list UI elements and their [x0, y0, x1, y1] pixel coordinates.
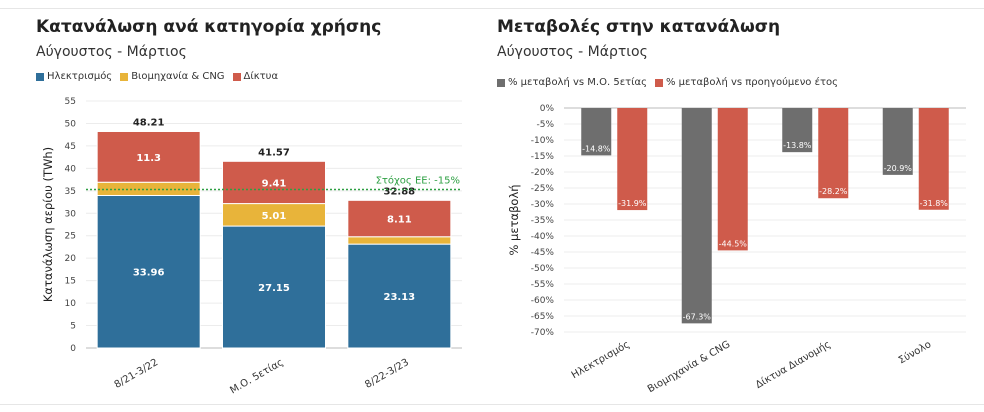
bar-value-label: -13.8%: [783, 141, 812, 150]
right-chart-title: Μεταβολές στην κατανάλωση: [497, 17, 781, 37]
bar-value-label: -20.9%: [884, 164, 913, 173]
y-tick-label: -55%: [531, 280, 555, 290]
right-chart-subtitle: Αύγουστος - Μάρτιος: [497, 44, 648, 60]
segment-value-label: 9.41: [262, 178, 287, 189]
y-tick-label: 35: [65, 187, 76, 197]
legend-swatch: [36, 72, 44, 81]
bar-value-label: -14.8%: [582, 144, 611, 153]
y-tick-label: -20%: [531, 168, 555, 178]
target-reference-label: Στόχος ΕΕ: -15%: [376, 174, 460, 186]
legend-item-vs-prev-year: % μεταβολή vs προηγούμενο έτος: [654, 77, 838, 88]
legend-label: % μεταβολή vs Μ.Ο. 5ετίας: [508, 77, 647, 88]
bar: [782, 108, 813, 153]
legend-item-vs-5yr-avg: % μεταβολή vs Μ.Ο. 5ετίας: [497, 77, 647, 88]
bottom-divider: [0, 404, 984, 405]
top-divider: [0, 8, 984, 9]
legend-item-electricity: Ηλεκτρισμός: [36, 71, 112, 82]
segment-value-label: 23.13: [384, 292, 416, 303]
bar-segment: [96, 194, 201, 349]
segment-value-label: 5.01: [262, 211, 287, 222]
bar-segment: [347, 199, 452, 238]
bar-value-label: -67.3%: [683, 312, 712, 321]
y-tick-label: 15: [65, 277, 76, 287]
bar-value-label: -31.9%: [618, 199, 647, 208]
bar-segment: [222, 160, 326, 205]
y-tick-label: 45: [65, 142, 76, 152]
segment-value-label: 11.3: [136, 153, 161, 164]
bar-segment: [347, 243, 452, 349]
bar-value-label: -31.8%: [920, 199, 949, 208]
x-tick-label: Μ.Ο. 5ετίας: [228, 356, 286, 396]
y-tick-label: -65%: [531, 312, 555, 322]
x-tick-label: 8/22-3/23: [363, 357, 411, 391]
y-tick-label: -25%: [531, 184, 555, 194]
y-axis-label: % μεταβολή: [507, 184, 521, 255]
bar: [581, 108, 612, 156]
y-tick-label: -30%: [531, 200, 555, 210]
y-tick-label: -10%: [531, 136, 555, 146]
change-bar-chart: 0% -5% -10% -15% -20% -25% -30% -35% -40% -45% -50…: [507, 104, 966, 395]
y-tick-label: -40%: [531, 232, 555, 242]
right-legend: % μεταβολή vs Μ.Ο. 5ετίας % μεταβολή vs …: [497, 77, 846, 88]
x-tick-label: Ηλεκτρισμός: [569, 338, 631, 381]
x-tick-label: Σύνολο: [896, 338, 933, 366]
legend-item-industry: Βιομηχανία & CNG: [120, 71, 225, 82]
y-tick-label: 5: [70, 322, 76, 332]
y-tick-label: -35%: [531, 216, 555, 226]
y-tick-label: 30: [65, 209, 77, 219]
bar-segment: [96, 130, 201, 183]
legend-label: % μεταβολή vs προηγούμενο έτος: [665, 77, 838, 88]
segment-value-label: 8.11: [387, 215, 412, 226]
bar: [717, 108, 748, 251]
x-tick-label: Βιομηχανία & CNG: [645, 338, 732, 395]
left-legend: Ηλεκτρισμός Βιομηχανία & CNG Δίκτυα: [36, 71, 286, 82]
y-tick-label: 20: [65, 254, 77, 264]
left-chart-subtitle: Αύγουστος - Μάρτιος: [36, 44, 187, 60]
bar-segment: [96, 181, 201, 196]
y-axis-label: Κατανάλωση αερίου (TWh): [41, 147, 55, 302]
legend-swatch: [120, 72, 129, 81]
bar: [681, 108, 712, 324]
bar: [882, 108, 913, 175]
segment-value-label: 33.96: [133, 268, 165, 279]
y-tick-label: 0%: [540, 104, 555, 114]
y-tick-label: 40: [65, 164, 77, 174]
bar-total-label: 48.21: [133, 117, 165, 128]
bar-total-label: 32.88: [384, 186, 416, 197]
y-tick-label: -45%: [531, 248, 555, 258]
bar-value-label: -28.2%: [819, 187, 848, 196]
y-tick-label: 10: [65, 299, 77, 309]
x-tick-label: Δίκτυα Διανομής: [753, 338, 832, 391]
bar: [617, 108, 648, 211]
legend-label: Βιομηχανία & CNG: [131, 71, 225, 82]
y-tick-label: -60%: [531, 296, 555, 306]
y-tick-label: -15%: [531, 152, 555, 162]
bar: [818, 108, 849, 199]
bar: [918, 108, 949, 210]
left-chart-title: Κατανάλωση ανά κατηγορία χρήσης: [36, 17, 382, 37]
y-tick-label: -50%: [531, 264, 555, 274]
y-tick-label: 0: [70, 344, 76, 354]
legend-swatch: [232, 72, 241, 81]
legend-label: Δίκτυα: [243, 71, 279, 82]
legend-label: Ηλεκτρισμός: [47, 71, 113, 82]
bar-value-label: -44.5%: [719, 239, 748, 248]
y-tick-label: -5%: [536, 120, 554, 130]
y-tick-label: 50: [65, 119, 77, 129]
stacked-bar-chart: 0 5 10 15 20 25 30 35 40 45 50 55 Κατανάλωση αερίου …: [41, 97, 462, 396]
segment-value-label: 27.15: [258, 283, 290, 294]
bar-segment: [347, 236, 452, 245]
y-tick-label: 25: [65, 232, 76, 242]
x-tick-label: 8/21-3/22: [113, 357, 161, 391]
y-tick-label: 55: [65, 97, 76, 107]
legend-swatch: [497, 78, 505, 87]
bar-total-label: 41.57: [258, 147, 290, 158]
y-tick-label: -70%: [531, 328, 555, 338]
legend-item-networks: Δίκτυα: [232, 71, 279, 82]
legend-swatch: [654, 78, 663, 87]
bar-segment: [222, 225, 326, 349]
